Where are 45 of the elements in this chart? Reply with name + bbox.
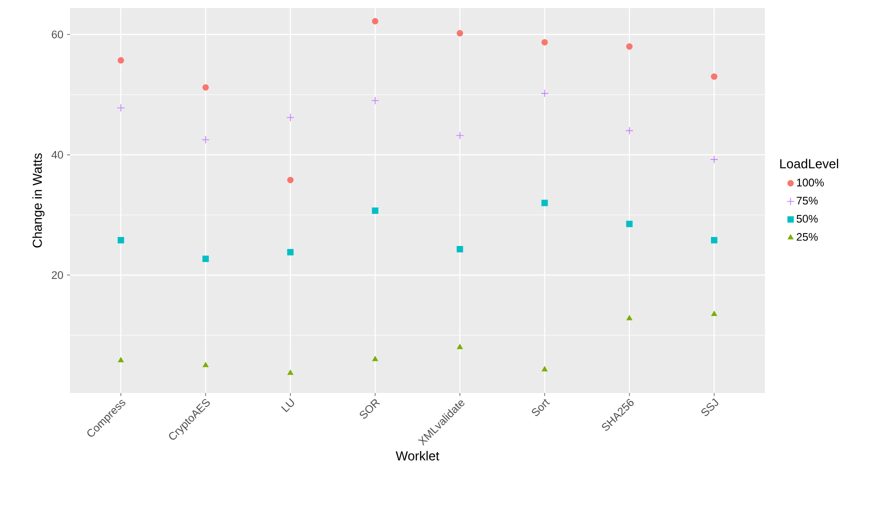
point [625,126,634,135]
x-axis-title: Worklet [396,450,440,460]
point [456,30,464,36]
point [540,89,549,98]
legend-label: 25% [796,233,818,241]
point [542,366,548,372]
point [541,39,548,46]
point [710,156,718,164]
point [118,236,124,244]
point [456,132,464,140]
point [118,57,124,64]
point [118,357,124,362]
point [372,18,378,24]
point [371,96,380,105]
point [541,200,548,206]
point [457,344,463,350]
y-tick-label: 60 [52,30,64,38]
point [626,43,633,50]
point [202,362,208,368]
x-tick-label: Sort [532,398,550,416]
y-axis-title: Change in Watts [32,153,44,248]
legend-label: 50% [796,214,818,223]
point [286,113,294,122]
point [710,236,718,244]
point [711,310,717,316]
point [287,249,294,256]
point [372,356,378,362]
point [116,104,125,112]
point [202,84,209,91]
y-tick-label: 40 [52,150,64,159]
point [202,136,210,144]
legend-label: 75% [796,196,818,205]
point [202,256,209,262]
point [287,176,294,184]
x-tick-label: LU [281,398,294,412]
legend-label: 100% [797,178,824,186]
point [710,73,718,80]
point [456,246,464,252]
point [626,315,632,320]
legend-title: LoadLevel [780,158,838,168]
point [626,220,633,228]
point [288,370,294,375]
y-tick-label: 20 [52,271,64,279]
x-tick-label: SSJ [701,398,718,416]
point [372,208,378,214]
